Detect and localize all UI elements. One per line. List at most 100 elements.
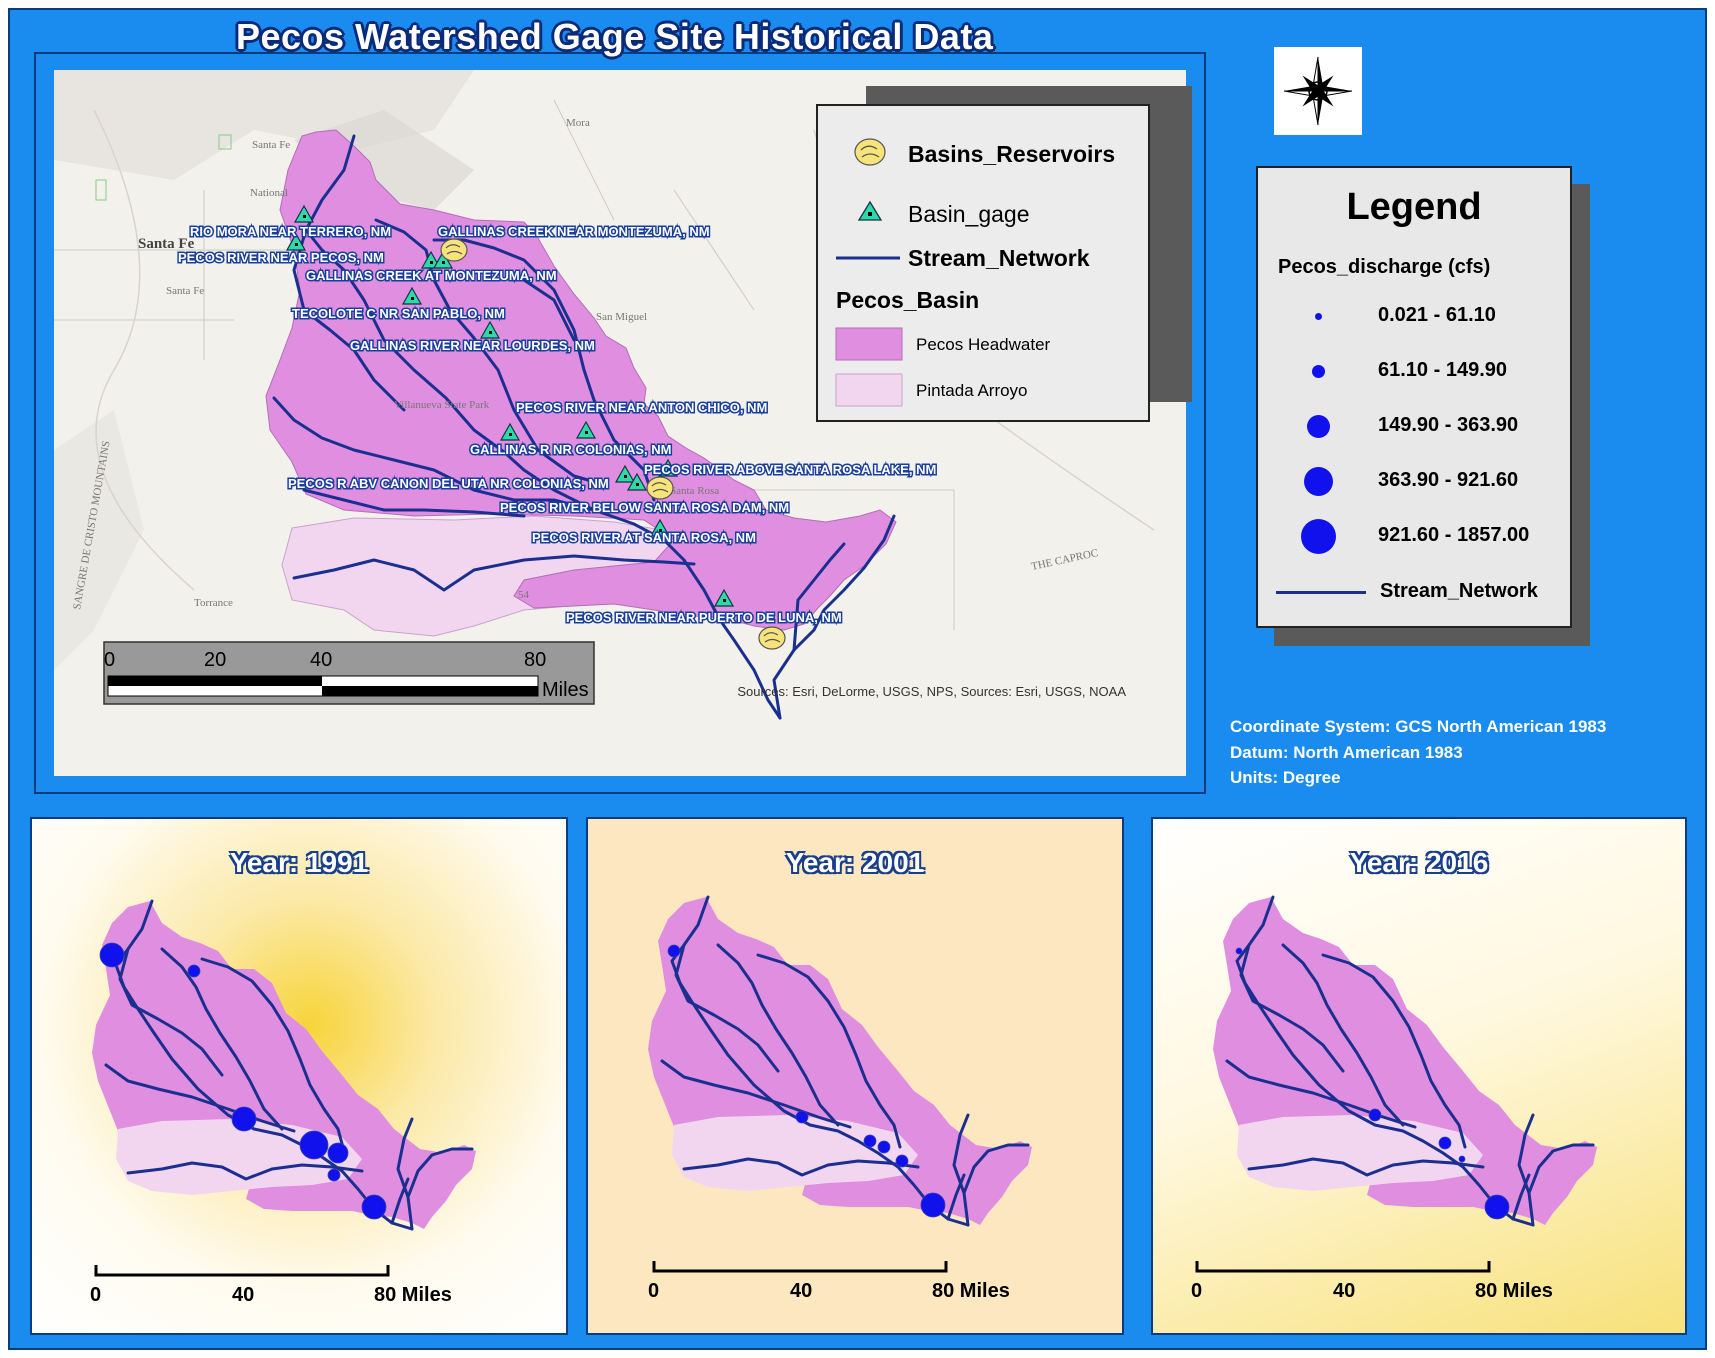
basemap-park-marker <box>218 134 232 150</box>
mini-stream <box>390 1177 410 1225</box>
gage-triangle-icon[interactable] <box>285 232 307 251</box>
datum-text: Datum: North American 1983 <box>1230 743 1463 762</box>
mini-pecos-headwater-basin <box>92 901 476 1229</box>
inset-stream-label: Stream_Network <box>908 245 1090 271</box>
gage-triangle-icon[interactable] <box>499 422 521 441</box>
discharge-dot[interactable] <box>877 1140 891 1154</box>
gage-triangle-icon[interactable] <box>401 286 423 305</box>
discharge-dot[interactable] <box>187 964 201 978</box>
mini-pecos-headwater-basin <box>1213 897 1597 1225</box>
gage-triangle-icon[interactable] <box>479 320 501 339</box>
mini-map-1991: 0 40 80 Miles <box>90 899 476 1306</box>
inset-reservoir-label: Basins_Reservoirs <box>908 141 1115 167</box>
gage-triangle-icon[interactable] <box>420 250 442 269</box>
year-panel-2016[interactable]: Year: 2016 0 40 80 Miles <box>1151 817 1687 1335</box>
reservoir-icon[interactable] <box>758 626 786 650</box>
discharge-dot[interactable] <box>1438 1136 1452 1150</box>
gage-triangle-icon[interactable] <box>614 464 636 483</box>
gage-triangle-icon[interactable] <box>575 420 597 439</box>
legend-class-label: 363.90 - 921.60 <box>1378 469 1519 491</box>
scale-tick-label: 20 <box>204 649 226 671</box>
discharge-dot[interactable] <box>1235 947 1243 955</box>
stream-segment <box>772 514 896 720</box>
year-panel-2001[interactable]: Year: 2001 0 40 80 Miles <box>586 817 1124 1335</box>
gage-triangle-icon[interactable] <box>649 518 671 537</box>
discharge-dot[interactable] <box>863 1134 877 1148</box>
discharge-dot[interactable] <box>667 944 681 958</box>
stream-segment <box>302 488 526 518</box>
place-label: National <box>250 187 288 199</box>
legend-class-row: 921.60 - 1857.00 <box>1258 516 1570 556</box>
main-map[interactable]: Santa Fe Santa Fe Santa Fe National Mora… <box>54 70 1186 776</box>
legend-field-label: Pecos_discharge (cfs) <box>1278 256 1491 278</box>
mini-pintada-arroyo-basin <box>1237 1115 1483 1191</box>
mini-stream <box>1511 1173 1531 1221</box>
reservoir-icon[interactable] <box>440 238 468 262</box>
gage-triangle-icon[interactable] <box>713 588 735 607</box>
discharge-dot[interactable] <box>1458 1155 1466 1163</box>
discharge-dot[interactable] <box>920 1192 946 1218</box>
scale-unit: Miles <box>542 679 589 701</box>
stream-segment <box>792 542 846 652</box>
place-label: Torrance <box>194 597 233 609</box>
gage-triangle-icon[interactable] <box>626 472 648 491</box>
gage-label: GALLINAS R NR COLONIAS, NM <box>470 442 672 457</box>
stream-gallinas-creek <box>432 238 656 502</box>
mini-stream <box>396 1117 414 1199</box>
mini-basin-group <box>1213 895 1597 1227</box>
reservoir-icon <box>854 138 886 166</box>
discharge-dot[interactable] <box>1368 1108 1382 1122</box>
place-label: Santa Fe <box>166 285 204 297</box>
place-label: Villanueva State Park <box>394 399 490 411</box>
mini-scale-label: 40 <box>1333 1280 1355 1302</box>
discharge-dot[interactable] <box>795 1110 809 1124</box>
scale-tick-label: 40 <box>310 649 332 671</box>
place-label: Santa Fe <box>138 236 195 252</box>
mini-stream <box>126 1161 364 1181</box>
stream-line-symbol <box>1276 591 1366 594</box>
mini-stream <box>1225 1059 1417 1129</box>
inset-headwater-label: Pecos Headwater <box>916 335 1051 354</box>
discharge-dot[interactable] <box>327 1168 341 1182</box>
place-label: 54 <box>518 589 530 601</box>
gage-label: PECOS R ABV CANON DEL UTA NR COLONIAS, N… <box>288 476 609 491</box>
mini-basin-group <box>648 895 1032 1227</box>
reservoir-icon[interactable] <box>646 476 674 500</box>
discharge-dot[interactable] <box>299 1130 329 1160</box>
gage-label: PECOS RIVER AT SANTA ROSA, NM <box>532 530 756 545</box>
legend-stream-row: Stream_Network <box>1258 572 1570 612</box>
mini-stream <box>104 1063 296 1133</box>
discharge-dot[interactable] <box>1484 1194 1510 1220</box>
gage-triangle-icon[interactable] <box>657 458 679 477</box>
mini-stream <box>660 1059 852 1129</box>
year-panel-1991[interactable]: Year: 1991 0 40 80 Miles <box>30 817 568 1335</box>
place-label: San Miguel <box>596 311 647 323</box>
gage-label: PECOS RIVER NEAR ANTON CHICO, NM <box>516 400 767 415</box>
gage-triangle-icon <box>857 200 883 221</box>
discharge-dot-symbol <box>1300 518 1336 554</box>
stream-segment <box>292 228 406 412</box>
mini-pecos-headwater-basin <box>648 897 1032 1225</box>
gage-triangle-icon[interactable] <box>293 204 315 223</box>
map-title: Pecos Watershed Gage Site Historical Dat… <box>236 16 994 57</box>
stream-segment <box>522 278 576 342</box>
legend: Legend Pecos_discharge (cfs) 0.021 - 61.… <box>1256 166 1572 628</box>
discharge-dot[interactable] <box>231 1106 257 1132</box>
discharge-dot[interactable] <box>361 1194 387 1220</box>
mini-scale-bar: 0 40 80 Miles <box>90 1265 452 1306</box>
inset-arroyo-label: Pintada Arroyo <box>916 381 1028 400</box>
mini-stream <box>1281 943 1405 1127</box>
legend-class-label: 149.90 - 363.90 <box>1378 414 1519 436</box>
mini-pintada-arroyo-basin <box>116 1119 362 1195</box>
inset-legend: Basins_Reservoirs Basin_gage Stream_Netw… <box>816 104 1150 422</box>
gage-markers <box>285 204 735 607</box>
discharge-dot[interactable] <box>99 942 125 968</box>
discharge-dot[interactable] <box>327 1142 349 1164</box>
mini-map-2016: 0 40 80 Miles <box>1191 895 1597 1302</box>
basemap-terrain-west <box>54 410 144 670</box>
legend-class-row: 363.90 - 921.60 <box>1258 461 1570 501</box>
stream-tecolote <box>272 396 596 512</box>
discharge-dot[interactable] <box>895 1154 909 1168</box>
mini-stream <box>160 947 284 1131</box>
mini-stream <box>1527 1143 1595 1227</box>
